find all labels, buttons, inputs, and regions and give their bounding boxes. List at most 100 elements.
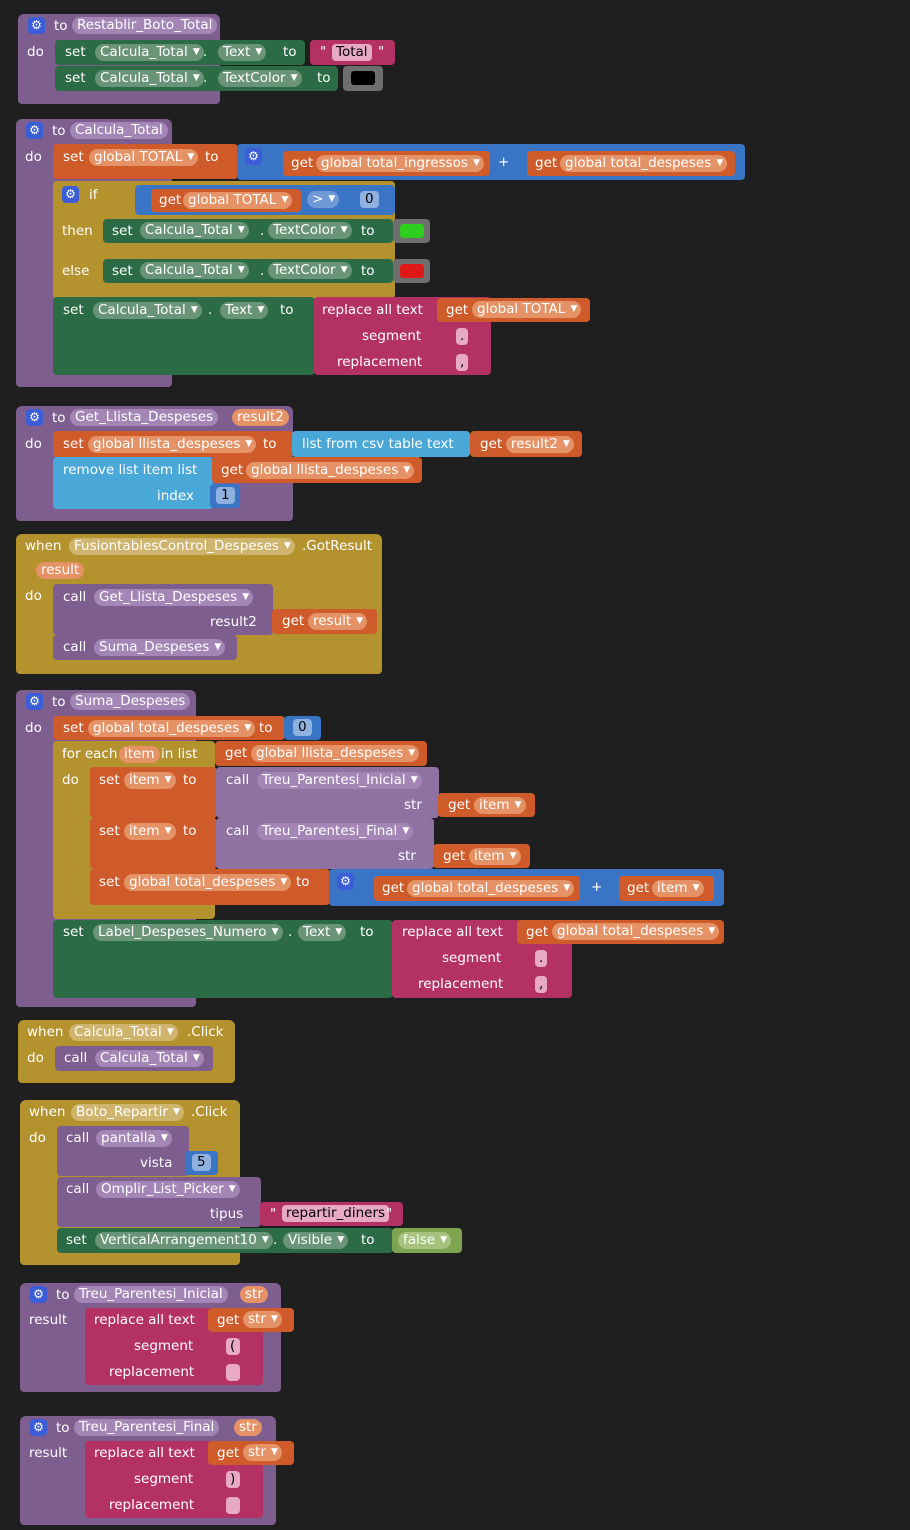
component-dropdown[interactable]: Calcula_Total ▼ — [140, 262, 249, 279]
replacement-value-field[interactable] — [226, 1364, 240, 1381]
procedure-dropdown[interactable]: pantalla ▼ — [96, 1130, 172, 1147]
get-str-block[interactable]: get str ▼ — [208, 1308, 294, 1332]
get-item-block[interactable]: get item ▼ — [438, 793, 535, 817]
gear-icon[interactable]: ⚙ — [26, 122, 43, 139]
variable-dropdown[interactable]: global total_despeses ▼ — [407, 880, 575, 897]
tipus-value-field[interactable]: repartir_diners — [282, 1205, 390, 1222]
replace-all-text-block[interactable]: replace all text segment replacement ) — [85, 1441, 263, 1518]
text-string-block[interactable]: " repartir_diners " — [260, 1202, 403, 1226]
call-pantalla-block[interactable]: call pantalla ▼ vista — [57, 1126, 189, 1176]
parameter-str[interactable]: str — [240, 1286, 268, 1303]
segment-value-field[interactable]: ) — [226, 1471, 240, 1488]
boolean-block[interactable]: false ▼ — [392, 1228, 462, 1253]
property-dropdown[interactable]: Text ▼ — [218, 44, 267, 61]
procedure-name-field[interactable]: Suma_Despeses — [70, 693, 191, 710]
variable-dropdown[interactable]: result ▼ — [308, 613, 368, 630]
get-str-block[interactable]: get str ▼ — [208, 1441, 294, 1465]
gear-icon[interactable]: ⚙ — [28, 17, 45, 34]
color-red-block[interactable] — [393, 259, 430, 283]
variable-dropdown[interactable]: global TOTAL ▼ — [89, 149, 199, 166]
component-dropdown[interactable]: Boto_Repartir ▼ — [71, 1104, 184, 1121]
component-dropdown[interactable]: FusiontablesControl_Despeses ▼ — [69, 538, 295, 555]
list-from-csv-table-block[interactable]: list from csv table text — [292, 431, 470, 457]
variable-dropdown[interactable]: global llista_despeses ▼ — [251, 745, 420, 762]
number-zero[interactable]: 0 — [360, 191, 379, 208]
procedure-dropdown[interactable]: Treu_Parentesi_Final ▼ — [257, 823, 414, 840]
property-dropdown[interactable]: TextColor ▼ — [218, 70, 302, 87]
replacement-value-field[interactable] — [226, 1497, 240, 1514]
gear-icon[interactable]: ⚙ — [26, 693, 43, 710]
number-block[interactable]: 0 — [284, 716, 321, 740]
get-global-total-block[interactable]: get global TOTAL ▼ — [437, 298, 590, 322]
component-dropdown[interactable]: VerticalArrangement10 ▼ — [95, 1232, 273, 1249]
replacement-value-field[interactable]: , — [535, 976, 548, 993]
get-total-despeses-block[interactable]: get global total_despeses ▼ — [517, 920, 724, 944]
variable-dropdown[interactable]: global TOTAL ▼ — [183, 192, 293, 209]
set-item-final-block[interactable]: set item ▼ to — [90, 818, 217, 869]
segment-value-field[interactable]: . — [456, 328, 469, 345]
number-one[interactable]: 1 — [216, 487, 235, 504]
segment-value-field[interactable]: . — [535, 950, 548, 967]
component-dropdown[interactable]: Calcula_Total ▼ — [95, 44, 204, 61]
get-global-total-block[interactable]: get global TOTAL ▼ — [151, 189, 301, 212]
call-treu-parentesi-final-block[interactable]: call Treu_Parentesi_Final ▼ str — [216, 818, 434, 869]
procedure-name-field[interactable]: Treu_Parentesi_Final — [74, 1419, 220, 1436]
component-dropdown[interactable]: Calcula_Total ▼ — [95, 70, 204, 87]
call-calcula-total-block[interactable]: call Calcula_Total ▼ — [55, 1046, 213, 1071]
variable-dropdown[interactable]: result2 ▼ — [506, 436, 574, 453]
gear-icon[interactable]: ⚙ — [62, 186, 79, 203]
property-dropdown[interactable]: TextColor ▼ — [268, 222, 352, 239]
remove-list-item-block[interactable]: remove list item list index — [53, 457, 213, 509]
call-treu-parentesi-inicial-block[interactable]: call Treu_Parentesi_Inicial ▼ str — [216, 767, 439, 818]
set-global-llista-block[interactable]: set global llista_despeses ▼ to — [53, 431, 293, 457]
gear-icon[interactable]: ⚙ — [30, 1286, 47, 1303]
gear-icon[interactable]: ⚙ — [26, 409, 43, 426]
gear-icon[interactable]: ⚙ — [30, 1419, 47, 1436]
call-get-llista-block[interactable]: call Get_Llista_Despeses ▼ result2 — [53, 584, 273, 635]
number-zero[interactable]: 0 — [293, 719, 312, 736]
variable-dropdown[interactable]: global total_despeses ▼ — [560, 155, 728, 172]
set-label-text-block[interactable]: set Label_Despeses_Numero ▼ . Text ▼ to — [53, 920, 393, 998]
procedure-dropdown[interactable]: Omplir_List_Picker ▼ — [96, 1181, 240, 1198]
component-dropdown[interactable]: Calcula_Total ▼ — [140, 222, 249, 239]
procedure-dropdown[interactable]: Treu_Parentesi_Inicial ▼ — [257, 772, 422, 789]
color-black-block[interactable] — [343, 66, 383, 91]
get-global-llista-block[interactable]: get global llista_despeses ▼ — [215, 741, 427, 766]
variable-dropdown[interactable]: global total_ingressos ▼ — [316, 155, 484, 172]
variable-dropdown[interactable]: item ▼ — [124, 772, 176, 789]
number-block[interactable]: 5 — [185, 1151, 218, 1175]
set-global-total-block[interactable]: set global TOTAL ▼ to — [53, 144, 238, 179]
variable-dropdown[interactable]: global llista_despeses ▼ — [88, 436, 257, 453]
procedure-dropdown[interactable]: Get_Llista_Despeses ▼ — [94, 589, 254, 606]
variable-dropdown[interactable]: item ▼ — [124, 823, 176, 840]
procedure-name-field[interactable]: Get_Llista_Despeses — [70, 409, 219, 426]
get-total-despeses-block[interactable]: get global total_despeses ▼ — [374, 876, 580, 901]
gear-icon[interactable]: ⚙ — [337, 873, 354, 890]
call-omplir-list-picker-block[interactable]: call Omplir_List_Picker ▼ tipus — [57, 1177, 261, 1227]
variable-dropdown[interactable]: str ▼ — [243, 1311, 282, 1328]
variable-dropdown[interactable]: global total_despeses ▼ — [552, 923, 720, 940]
variable-dropdown[interactable]: str ▼ — [243, 1444, 282, 1461]
get-result2-block[interactable]: get result2 ▼ — [470, 431, 582, 457]
component-dropdown[interactable]: Calcula_Total ▼ — [69, 1024, 178, 1041]
number-five[interactable]: 5 — [192, 1154, 211, 1171]
boolean-dropdown[interactable]: false ▼ — [398, 1232, 452, 1249]
get-item-block[interactable]: get item ▼ — [433, 844, 530, 868]
text-value-field[interactable]: Total — [332, 44, 372, 61]
get-total-ingressos-block[interactable]: get global total_ingressos ▼ — [283, 151, 490, 176]
variable-dropdown[interactable]: global total_despeses ▼ — [88, 720, 256, 737]
variable-dropdown[interactable]: global TOTAL ▼ — [472, 301, 582, 318]
call-suma-despeses-block[interactable]: call Suma_Despeses ▼ — [53, 635, 237, 660]
segment-value-field[interactable]: ( — [226, 1338, 240, 1355]
get-result-block[interactable]: get result ▼ — [272, 609, 377, 634]
procedure-dropdown[interactable]: Suma_Despeses ▼ — [94, 639, 226, 656]
procedure-name-field[interactable]: Calcula_Total — [70, 122, 168, 139]
replacement-value-field[interactable]: , — [456, 354, 469, 371]
property-dropdown[interactable]: Visible ▼ — [283, 1232, 349, 1249]
number-block[interactable]: 1 — [210, 484, 240, 508]
set-total-despeses-add-block[interactable]: set global total_despeses ▼ to — [90, 869, 330, 905]
procedure-name-field[interactable]: Treu_Parentesi_Inicial — [74, 1286, 228, 1303]
set-textcolor-block[interactable]: set Calcula_Total ▼ . TextColor ▼ to — [55, 66, 338, 91]
set-total-despeses-block[interactable]: set global total_despeses ▼ to — [53, 716, 285, 740]
get-item-block[interactable]: get item ▼ — [619, 876, 714, 901]
